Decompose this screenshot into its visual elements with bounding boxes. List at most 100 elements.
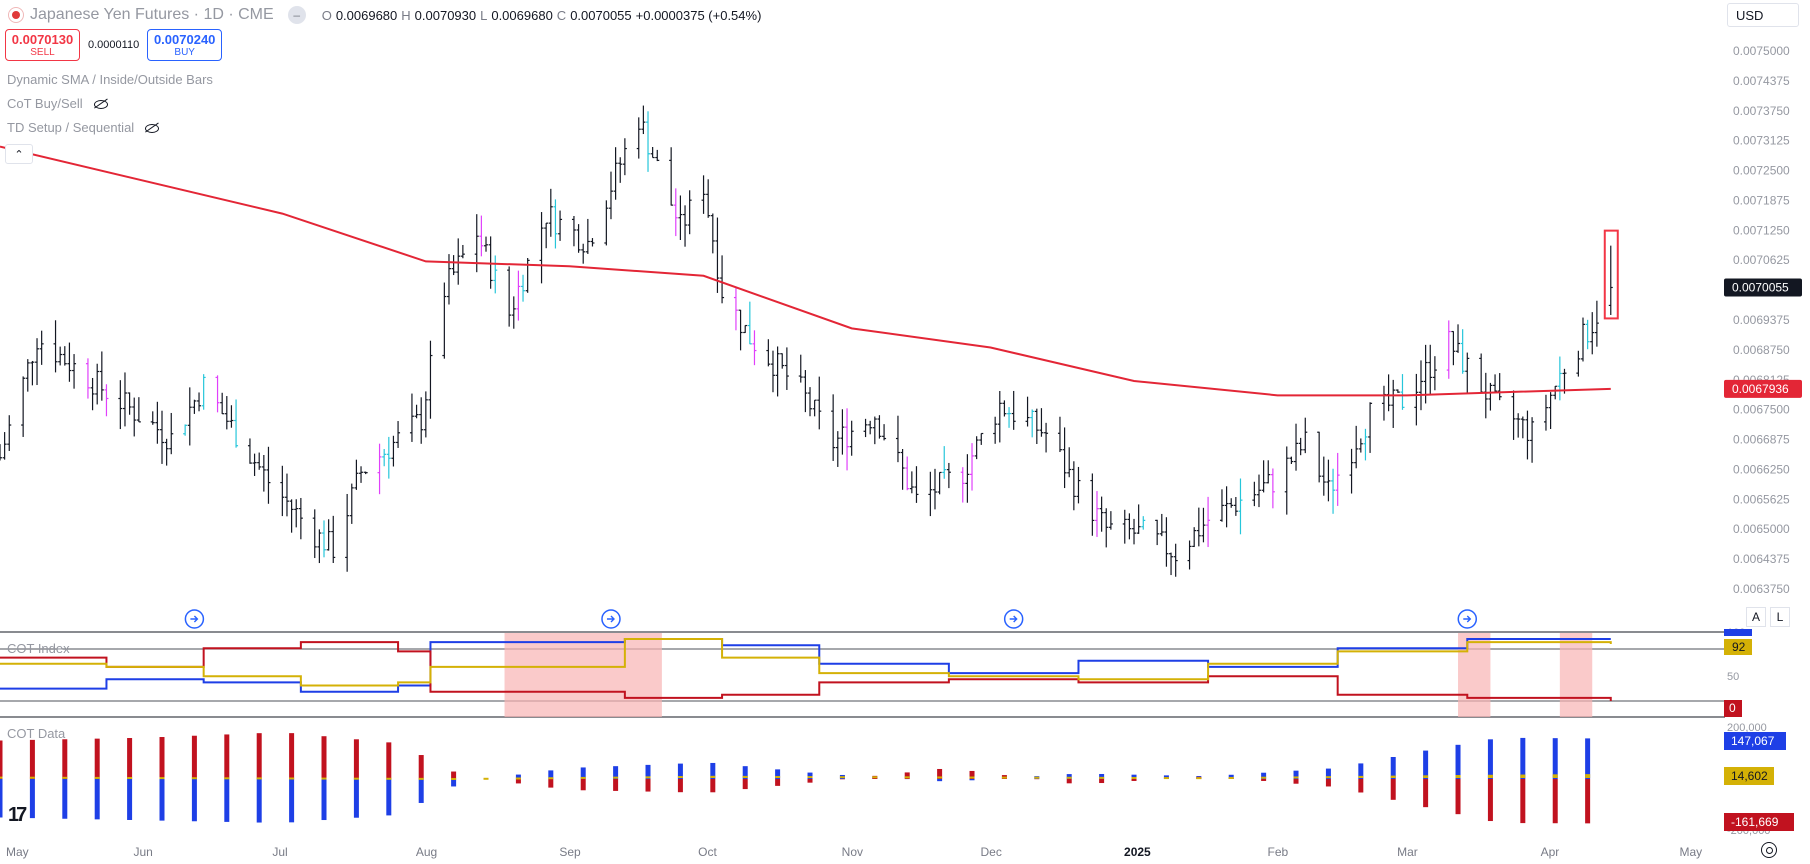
price-tick-label: 0.0064375 xyxy=(1733,552,1790,566)
cot-data-bar xyxy=(1325,779,1331,787)
cot-data-bar xyxy=(1390,779,1396,800)
price-tick-label: 0.0072500 xyxy=(1733,164,1790,178)
cot-data-tick: 200,000 xyxy=(1727,722,1767,734)
cot-data-bar xyxy=(710,775,716,778)
cot-data-bar xyxy=(256,779,262,823)
cot-data-bar xyxy=(775,779,781,786)
cot-data-bar xyxy=(1552,779,1558,824)
collapse-icon[interactable]: – xyxy=(287,6,306,24)
cot-data-bar xyxy=(224,777,230,780)
cot-data-bar xyxy=(321,736,327,779)
cot-data-bar xyxy=(1487,774,1493,778)
cot-data-bar xyxy=(1228,776,1234,779)
cot-data-bar xyxy=(451,779,457,787)
eye-off-icon[interactable] xyxy=(93,99,109,109)
cot-data-blue-badge xyxy=(1724,732,1786,750)
cot-data-bar xyxy=(1487,779,1493,822)
cot-data-bar xyxy=(1423,750,1429,779)
cot-data-bar xyxy=(1261,776,1267,779)
cot-data-bar xyxy=(775,769,781,779)
cot-data-red-value: -161,669 xyxy=(1731,815,1779,829)
cot-data-bar xyxy=(62,779,68,819)
cot-data-bar xyxy=(1261,779,1267,781)
cot-data-bar xyxy=(29,776,35,779)
cot-data-bar xyxy=(1066,774,1072,779)
time-tick-label: Apr xyxy=(1541,845,1560,859)
cot-data-bar xyxy=(386,742,392,779)
yen-symbol-icon xyxy=(8,7,24,23)
low-key: L xyxy=(480,7,488,23)
cot-data-bar xyxy=(94,779,100,820)
cot-data-bar xyxy=(353,779,359,818)
log-scale-button[interactable]: L xyxy=(1770,607,1790,627)
cot-data-bar xyxy=(321,779,327,821)
cot-data-bar xyxy=(1552,774,1558,778)
cot-data-bar xyxy=(1585,774,1591,778)
indicator-cot-buy-sell[interactable]: CoT Buy/Sell xyxy=(7,96,109,111)
cot-data-bar xyxy=(451,771,457,779)
cot-data-bar xyxy=(1163,777,1169,780)
time-tick-label: Dec xyxy=(981,845,1002,859)
indicator-td-setup[interactable]: TD Setup / Sequential xyxy=(7,120,160,135)
auto-scale-button[interactable]: A xyxy=(1746,607,1766,627)
buy-button[interactable]: 0.0070240 BUY xyxy=(147,29,223,61)
gear-icon[interactable] xyxy=(1761,842,1777,858)
cot-data-bar xyxy=(353,777,359,780)
indicator-label: TD Setup / Sequential xyxy=(7,120,135,135)
cot-data-bar xyxy=(872,776,878,779)
cot-data-bar xyxy=(969,776,975,779)
cot-data-bar xyxy=(0,776,3,779)
cot-data-bar xyxy=(191,779,197,822)
cot-index-red-value: 0 xyxy=(1729,701,1736,715)
cot-data-bar xyxy=(62,776,68,779)
cot-data-bar xyxy=(1390,775,1396,778)
cot-data-bar xyxy=(224,779,230,822)
cot-index-title[interactable]: COT Index xyxy=(7,641,70,656)
cot-data-bar xyxy=(1099,779,1105,784)
cot-index-yellow-badge xyxy=(1724,639,1752,655)
cot-data-bar xyxy=(742,766,748,779)
cot-data-bar xyxy=(451,777,457,780)
cot-data-bar xyxy=(807,772,813,779)
cot-data-bar xyxy=(483,777,489,780)
cot-data-bar xyxy=(1455,775,1461,778)
symbol-header: Japanese Yen Futures · 1D · CME – O 0.006… xyxy=(8,4,761,26)
cot-data-bar xyxy=(645,776,651,779)
cot-index-line xyxy=(0,638,1611,693)
currency-select[interactable]: USD xyxy=(1727,3,1799,27)
cot-data-bar xyxy=(742,775,748,778)
price-tick-label: 0.0070625 xyxy=(1733,253,1790,267)
cot-data-bar xyxy=(1455,744,1461,779)
indicator-dynamic-sma[interactable]: Dynamic SMA / Inside/Outside Bars xyxy=(7,72,213,87)
cot-data-bar xyxy=(1034,776,1040,779)
cot-data-bar xyxy=(127,777,133,780)
cot-data-bar xyxy=(1487,739,1493,779)
arrow-right-icon xyxy=(190,615,199,623)
cot-data-bar xyxy=(1358,779,1364,793)
close-key: C xyxy=(556,7,567,23)
cot-data-bar xyxy=(1325,768,1331,779)
cot-data-bar xyxy=(1423,779,1429,808)
indicator-label: Dynamic SMA / Inside/Outside Bars xyxy=(7,72,213,87)
cot-data-title[interactable]: COT Data xyxy=(7,726,66,741)
time-tick-label: 2025 xyxy=(1124,845,1151,859)
cot-data-bar xyxy=(256,733,262,779)
cot-data-bar xyxy=(613,776,619,779)
arrow-right-icon xyxy=(606,615,615,623)
symbol-title[interactable]: Japanese Yen Futures · 1D · CME xyxy=(30,6,274,23)
cot-data-bar xyxy=(1261,772,1267,779)
cot-data-bar xyxy=(127,738,133,779)
sma-line xyxy=(0,145,1611,397)
cot-data-bar xyxy=(515,779,521,784)
eye-off-icon[interactable] xyxy=(144,123,160,133)
time-tick-label: Sep xyxy=(559,845,581,859)
cot-data-blue-value: 147,067 xyxy=(1731,734,1775,748)
cot-data-bar xyxy=(937,768,943,779)
cot-data-yellow-value: 14,602 xyxy=(1731,769,1768,783)
chevron-up-icon[interactable]: ⌃ xyxy=(5,144,33,164)
cot-data-bar xyxy=(807,779,813,783)
sell-button[interactable]: 0.0070130 SELL xyxy=(5,29,80,61)
cot-data-bar xyxy=(386,779,392,816)
tradingview-logo-icon[interactable]: 17 xyxy=(8,804,27,826)
